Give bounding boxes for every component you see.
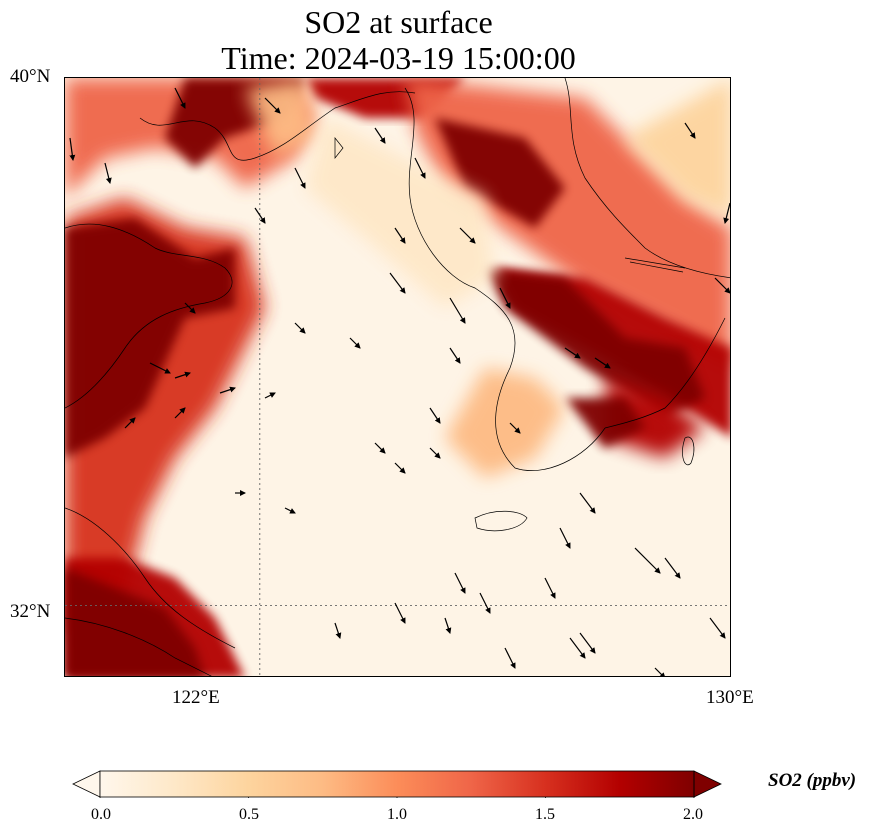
- wind-arrow-36: [479, 592, 491, 614]
- wind-arrow-5: [414, 157, 426, 179]
- colorbar-extend-max: [693, 770, 722, 798]
- colorbar-tick-0: 0.0: [91, 806, 111, 823]
- wind-arrow-22: [264, 392, 276, 399]
- wind-arrow-9: [459, 227, 476, 244]
- wind-vectors: [69, 87, 730, 676]
- coast-korea-west: [404, 87, 606, 471]
- coast-korea-south-east: [604, 317, 726, 429]
- colorbar: [72, 770, 722, 798]
- wind-arrow-13: [184, 302, 196, 314]
- gridlines: [65, 78, 730, 676]
- colorbar-tick-1.0: 1.0: [387, 806, 407, 823]
- coast-dprk-east: [564, 78, 730, 279]
- wind-arrow-6: [294, 167, 306, 189]
- wind-arrow-14: [294, 322, 306, 334]
- wind-arrow-44: [504, 647, 516, 669]
- wind-arrow-16: [449, 347, 461, 364]
- coast-island-bohai: [334, 137, 344, 159]
- map-title: SO2 at surface: [304, 4, 493, 40]
- wind-arrow-7: [254, 207, 266, 224]
- wind-arrow-17: [564, 347, 581, 359]
- so2-plume-15: [305, 118, 495, 308]
- wind-arrow-24: [509, 422, 521, 434]
- so2-plume-8: [435, 118, 565, 228]
- wind-arrow-20: [174, 371, 191, 379]
- lat-tick-32n: 32°N: [10, 601, 51, 622]
- colorbar-label: SO2 (ppbv): [768, 770, 857, 791]
- wind-arrow-35: [454, 572, 466, 594]
- map-panel: [64, 77, 731, 677]
- wind-arrow-3: [264, 97, 281, 114]
- coast-yangtze: [65, 617, 212, 676]
- wind-arrow-25: [374, 442, 386, 454]
- wind-arrow-2: [104, 162, 112, 184]
- coast-jiangsu: [65, 507, 236, 649]
- wind-arrow-47: [714, 277, 730, 294]
- wind-arrow-28: [124, 417, 136, 429]
- coast-tsushima: [682, 436, 695, 466]
- so2-plume-16: [625, 79, 730, 218]
- so2-plume-13: [245, 78, 315, 158]
- wind-arrow-1: [69, 137, 76, 161]
- wind-arrow-43: [654, 667, 666, 676]
- wind-arrow-38: [664, 557, 681, 579]
- wind-arrow-45: [334, 622, 342, 639]
- wind-arrow-31: [284, 507, 296, 514]
- lon-tick-122e: 122°E: [172, 687, 220, 708]
- wind-arrow-33: [634, 547, 661, 574]
- so2-plume-4: [65, 218, 235, 458]
- wind-arrow-32: [579, 492, 596, 514]
- colorbar-gradient: [100, 771, 694, 797]
- wind-arrow-26: [429, 447, 441, 459]
- map-time-subtitle: Time: 2024-03-19 15:00:00: [221, 40, 576, 76]
- wind-arrow-12: [499, 287, 511, 309]
- wind-arrow-8: [394, 227, 406, 244]
- wind-arrow-18: [594, 357, 611, 369]
- coastlines: [65, 78, 730, 676]
- wind-arrow-10: [389, 272, 406, 294]
- wind-arrow-37: [544, 577, 556, 599]
- wind-arrow-29: [174, 407, 186, 419]
- coast-jeju: [474, 510, 528, 532]
- wind-arrow-46: [709, 617, 726, 639]
- lon-tick-130e: 130°E: [706, 687, 754, 708]
- wind-arrow-34: [559, 527, 571, 549]
- wind-arrow-27: [394, 462, 406, 474]
- wind-arrow-19: [149, 362, 171, 374]
- wind-arrow-40: [444, 617, 452, 634]
- colorbar-tick-1.5: 1.5: [535, 806, 555, 823]
- colorbar-tick-0.5: 0.5: [239, 806, 259, 823]
- wind-arrow-49: [684, 122, 696, 139]
- wind-arrow-11: [449, 297, 466, 324]
- colorbar-extend-min: [72, 770, 101, 798]
- so2-plume-14: [445, 368, 565, 478]
- wind-arrow-0: [174, 87, 186, 109]
- colorbar-tick-2.0: 2.0: [683, 806, 703, 823]
- wind-arrow-48: [723, 202, 730, 224]
- wind-arrow-21: [219, 386, 236, 394]
- coast-liaodong: [139, 91, 416, 161]
- coast-border-lines: [624, 257, 686, 273]
- wind-arrow-4: [374, 127, 386, 144]
- so2-plume-12: [565, 398, 645, 448]
- coast-shandong: [65, 223, 233, 409]
- so2-field-map: [65, 78, 730, 676]
- lat-tick-40n: 40°N: [10, 66, 51, 87]
- wind-arrow-41: [579, 632, 596, 654]
- wind-arrow-39: [394, 602, 406, 624]
- so2-plume-3: [65, 568, 205, 676]
- so2-plume-11: [605, 378, 705, 458]
- wind-arrow-15: [349, 337, 361, 349]
- wind-arrow-23: [429, 407, 441, 424]
- so2-concentration-field: [65, 78, 730, 676]
- wind-arrow-42: [569, 637, 586, 659]
- so2-plume-10: [485, 268, 705, 418]
